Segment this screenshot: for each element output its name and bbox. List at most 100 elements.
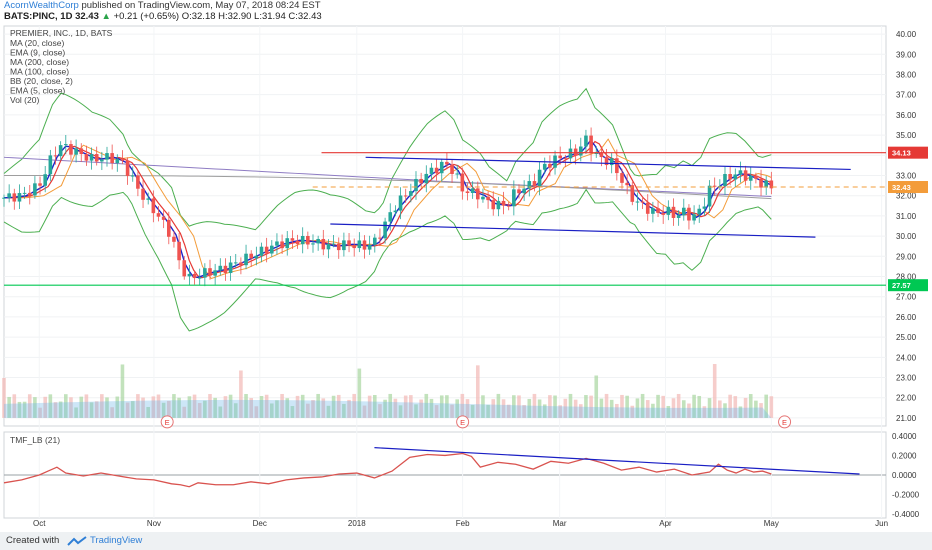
candle xyxy=(398,187,403,220)
price-tick-label: 37.00 xyxy=(896,91,917,100)
candle xyxy=(172,231,176,248)
candle xyxy=(146,192,150,205)
volume-bar xyxy=(306,403,310,418)
volume-bar xyxy=(615,403,619,418)
tradingview-logo-icon xyxy=(67,536,87,546)
volume-bar xyxy=(542,404,547,418)
price-tick-label: 24.00 xyxy=(896,353,917,362)
candle xyxy=(681,198,686,221)
candle xyxy=(738,161,743,183)
candle-body xyxy=(244,253,248,266)
candle xyxy=(336,237,341,259)
candle-body xyxy=(681,207,686,216)
candle xyxy=(687,204,691,230)
chart-canvas[interactable]: 40.0039.0038.0037.0036.0035.0034.0033.00… xyxy=(0,22,932,532)
candle xyxy=(27,185,32,205)
volume-bar xyxy=(94,401,99,418)
candle xyxy=(475,181,480,209)
candle xyxy=(439,158,444,182)
volume-bar xyxy=(58,401,63,418)
volume-bar xyxy=(146,406,150,418)
x-tick-label: Dec xyxy=(253,519,267,528)
candle xyxy=(84,145,89,166)
volume-bar xyxy=(172,394,176,418)
volume-bar xyxy=(17,401,22,418)
candle xyxy=(331,235,336,248)
volume-bar xyxy=(156,394,161,418)
candle-body xyxy=(434,167,439,174)
volume-bar xyxy=(764,394,768,418)
candle-body xyxy=(151,198,156,214)
volume-bar xyxy=(403,395,408,418)
volume-bar xyxy=(259,396,264,418)
candle-body xyxy=(63,144,68,146)
quote-line: BATS:PINC, 1D 32.43 ▲ +0.21 (+0.65%) O:3… xyxy=(4,11,322,22)
candle xyxy=(743,165,748,186)
candle-body xyxy=(146,198,150,200)
candle xyxy=(213,263,217,285)
volume-bar xyxy=(743,397,748,418)
candle-body xyxy=(563,158,568,160)
volume-bar xyxy=(203,400,207,418)
tradingview-brand[interactable]: TradingView xyxy=(90,535,143,546)
candle xyxy=(53,146,58,165)
volume-bar xyxy=(249,398,253,418)
volume-bar xyxy=(22,401,27,418)
candle xyxy=(764,175,768,196)
volume-bar xyxy=(115,396,120,418)
volume-bar xyxy=(321,398,326,418)
indicator-legend-item: EMA (9, close) xyxy=(10,48,65,58)
author-link[interactable]: AcornWealthCorp xyxy=(4,0,79,11)
volume-bar xyxy=(661,395,665,418)
candle xyxy=(372,233,377,253)
candle-body xyxy=(439,161,444,174)
candle-body xyxy=(239,262,243,266)
candle xyxy=(264,237,269,263)
candle-body xyxy=(295,240,300,245)
channel-bottom-line xyxy=(330,223,816,238)
price-tick-label: 25.00 xyxy=(896,333,917,342)
volume-bar xyxy=(290,406,295,418)
volume-bar xyxy=(491,399,496,418)
candle-body xyxy=(38,183,42,186)
volume-bar xyxy=(316,393,320,418)
volume-bar xyxy=(656,394,660,418)
volume-bar xyxy=(527,398,532,418)
tmf-line xyxy=(3,452,772,488)
candle xyxy=(620,168,624,189)
candle xyxy=(187,264,192,286)
candle-body xyxy=(738,170,743,175)
candle xyxy=(393,205,398,217)
candle-body xyxy=(558,155,562,159)
candle-body xyxy=(182,260,187,277)
candle-body xyxy=(2,197,6,199)
candle xyxy=(496,196,501,217)
candle xyxy=(759,169,763,196)
candle xyxy=(74,139,78,163)
candle-body xyxy=(589,135,593,154)
candle-body xyxy=(100,159,104,162)
earnings-letter: E xyxy=(460,418,465,427)
candle-body xyxy=(424,173,429,184)
candle-body xyxy=(578,146,583,156)
indicator-legend-item: MA (20, close) xyxy=(10,38,64,48)
candle-body xyxy=(115,159,120,164)
volume-bar xyxy=(573,399,578,418)
candle-body xyxy=(398,195,403,211)
volume-bar xyxy=(69,397,73,418)
candle xyxy=(470,181,475,199)
candle-body xyxy=(48,155,53,175)
x-tick-label: Oct xyxy=(33,519,46,528)
candle xyxy=(625,173,629,195)
candle xyxy=(130,166,135,182)
candle-body xyxy=(264,246,269,254)
volume-bar xyxy=(336,394,341,418)
indicator-legend-item: MA (200, close) xyxy=(10,57,69,67)
price-tick-label: 40.00 xyxy=(896,30,917,39)
candle xyxy=(280,234,284,254)
candle-body xyxy=(213,270,217,276)
price-label-text: 27.57 xyxy=(892,281,911,290)
volume-bar xyxy=(218,406,223,418)
candle xyxy=(367,235,372,255)
candle xyxy=(403,188,408,203)
